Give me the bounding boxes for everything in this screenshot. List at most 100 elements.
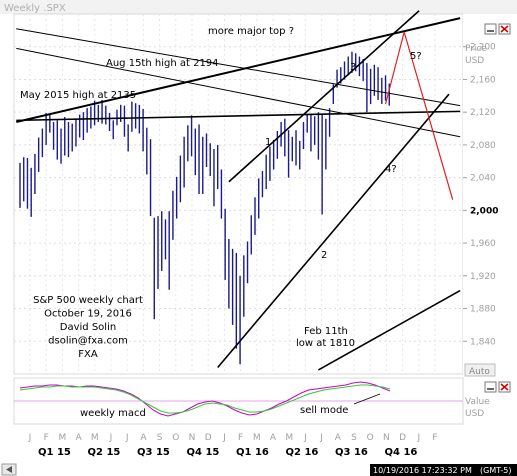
macd-label: weekly macd bbox=[80, 408, 146, 419]
lower-support-line bbox=[318, 289, 461, 371]
month-label: F bbox=[432, 433, 437, 443]
signal-line bbox=[19, 384, 391, 414]
upper-resistance-line bbox=[16, 17, 461, 123]
price-tick-label: 1,920 bbox=[470, 272, 496, 282]
quarter-label: Q4 16 bbox=[385, 447, 418, 458]
channel-upper-line bbox=[228, 10, 420, 183]
projection-up-line bbox=[384, 31, 405, 105]
month-label: J bbox=[303, 433, 307, 443]
quarter-label: Q4 15 bbox=[187, 447, 220, 458]
macd-pane: weekly macd sell mode Value USD bbox=[13, 377, 511, 425]
info-line: S&P 500 weekly chart bbox=[33, 295, 143, 306]
minimize-icon[interactable] bbox=[484, 23, 497, 35]
price-axis-unit: USD bbox=[465, 56, 484, 66]
annotation-may-high: May 2015 high at 2135 bbox=[20, 90, 136, 101]
annotation-aug-high: Aug 15th high at 2194 bbox=[106, 58, 219, 69]
month-label: J bbox=[109, 433, 113, 443]
projection-down-line bbox=[403, 31, 454, 200]
month-label: J bbox=[125, 433, 129, 443]
month-label: A bbox=[335, 433, 342, 443]
annotation-feb-low-value: low at 1810 bbox=[296, 338, 355, 349]
sell-mode-label: sell mode bbox=[300, 405, 348, 416]
month-label: M bbox=[91, 433, 99, 443]
info-line: October 19, 2016 bbox=[44, 309, 132, 320]
window-title: Weekly .SPX bbox=[4, 3, 66, 14]
price-tick-label: 2,000 bbox=[470, 206, 498, 216]
annotation-major-top: more major top ? bbox=[208, 26, 294, 37]
quarter-label: Q2 16 bbox=[286, 447, 319, 458]
month-label: M bbox=[59, 433, 67, 443]
macd-minimize-icon[interactable] bbox=[484, 381, 497, 393]
close-icon[interactable] bbox=[498, 23, 511, 35]
wave-label-4: 4? bbox=[385, 164, 397, 175]
month-label: F bbox=[44, 433, 49, 443]
status-bar: 10/19/2016 17:23:32 PM (GMT-5) bbox=[0, 463, 517, 476]
month-label: O bbox=[172, 433, 179, 443]
month-label: N bbox=[189, 433, 196, 443]
price-tick-label: 1,840 bbox=[470, 337, 496, 347]
month-label: J bbox=[416, 433, 420, 443]
horizontal-neckline bbox=[16, 110, 461, 122]
scroll-left-icon[interactable] bbox=[1, 463, 17, 476]
auto-button-label: Auto bbox=[469, 367, 490, 377]
price-tick-labels: 2,200 2,160 2,120 2,080 2,040 2,000 1,960 1,920… bbox=[463, 43, 498, 347]
month-label: J bbox=[222, 433, 226, 443]
may-high-pointer-line bbox=[16, 28, 461, 107]
month-label: D bbox=[399, 433, 406, 443]
wave-label-2: 2 bbox=[321, 250, 327, 261]
channel-lower-line bbox=[217, 93, 450, 368]
price-tick-label: 1,960 bbox=[470, 239, 496, 249]
month-label: J bbox=[319, 433, 323, 443]
price-axis: Price USD 2,200 2,160 2,120 2,080 2,040 2,000… bbox=[463, 14, 517, 377]
quarter-label: Q3 15 bbox=[137, 447, 170, 458]
aug-high-pointer-line bbox=[16, 47, 461, 138]
quarter-labels: Q1 15 Q2 15 Q3 15 Q4 15 Q1 16 Q2 16 Q3 16 Q4 16 bbox=[38, 447, 417, 458]
annotation-feb-low: Feb 11th bbox=[304, 326, 348, 337]
month-label: J bbox=[28, 433, 32, 443]
month-label: A bbox=[140, 433, 147, 443]
quarter-label: Q3 16 bbox=[335, 447, 368, 458]
month-label: M bbox=[285, 433, 293, 443]
month-label: F bbox=[238, 433, 243, 443]
price-tick-label: 2,120 bbox=[470, 108, 496, 118]
quarter-label: Q1 16 bbox=[236, 447, 269, 458]
quarter-label: Q1 15 bbox=[38, 447, 71, 458]
month-label: N bbox=[383, 433, 390, 443]
month-label: M bbox=[253, 433, 261, 443]
price-pane-controls bbox=[484, 23, 511, 35]
status-timestamp: 10/19/2016 17:23:32 PM bbox=[373, 466, 472, 475]
macd-close-icon[interactable] bbox=[498, 381, 511, 393]
price-tick-label: 1,880 bbox=[470, 305, 496, 315]
price-tick-label: 2,200 bbox=[470, 43, 496, 53]
price-tick-label: 2,040 bbox=[470, 174, 496, 184]
sell-mode-pointer bbox=[353, 393, 381, 405]
month-label: A bbox=[270, 433, 277, 443]
month-label: S bbox=[157, 433, 163, 443]
trendlines bbox=[16, 10, 461, 371]
month-label: S bbox=[351, 433, 357, 443]
price-tick-label: 2,080 bbox=[470, 141, 496, 151]
month-label: A bbox=[76, 433, 83, 443]
macd-axis-unit: USD bbox=[465, 409, 484, 419]
month-label: D bbox=[205, 433, 212, 443]
price-tick-label: 2,160 bbox=[470, 75, 496, 85]
macd-axis-title: Value bbox=[465, 397, 490, 407]
auto-button[interactable] bbox=[464, 363, 496, 377]
candle-series bbox=[19, 51, 390, 365]
info-line: dsolin@fxa.com bbox=[48, 336, 128, 347]
status-timezone: (GMT-5) bbox=[480, 466, 511, 475]
quarter-label: Q2 15 bbox=[88, 447, 121, 458]
title-bar: Weekly .SPX bbox=[0, 0, 517, 14]
wave-label-1: 1 bbox=[265, 137, 271, 148]
info-line: David Solin bbox=[60, 322, 116, 333]
info-line: FXA bbox=[78, 349, 98, 360]
annotation-labels: more major top ? Aug 15th high at 2194 May… bbox=[20, 26, 422, 360]
wave-label-3: 3 bbox=[350, 62, 356, 73]
price-axis-title: Price bbox=[465, 44, 487, 54]
price-pane: more major top ? Aug 15th high at 2194 May… bbox=[13, 10, 464, 424]
wave-label-5: 5? bbox=[410, 51, 422, 62]
